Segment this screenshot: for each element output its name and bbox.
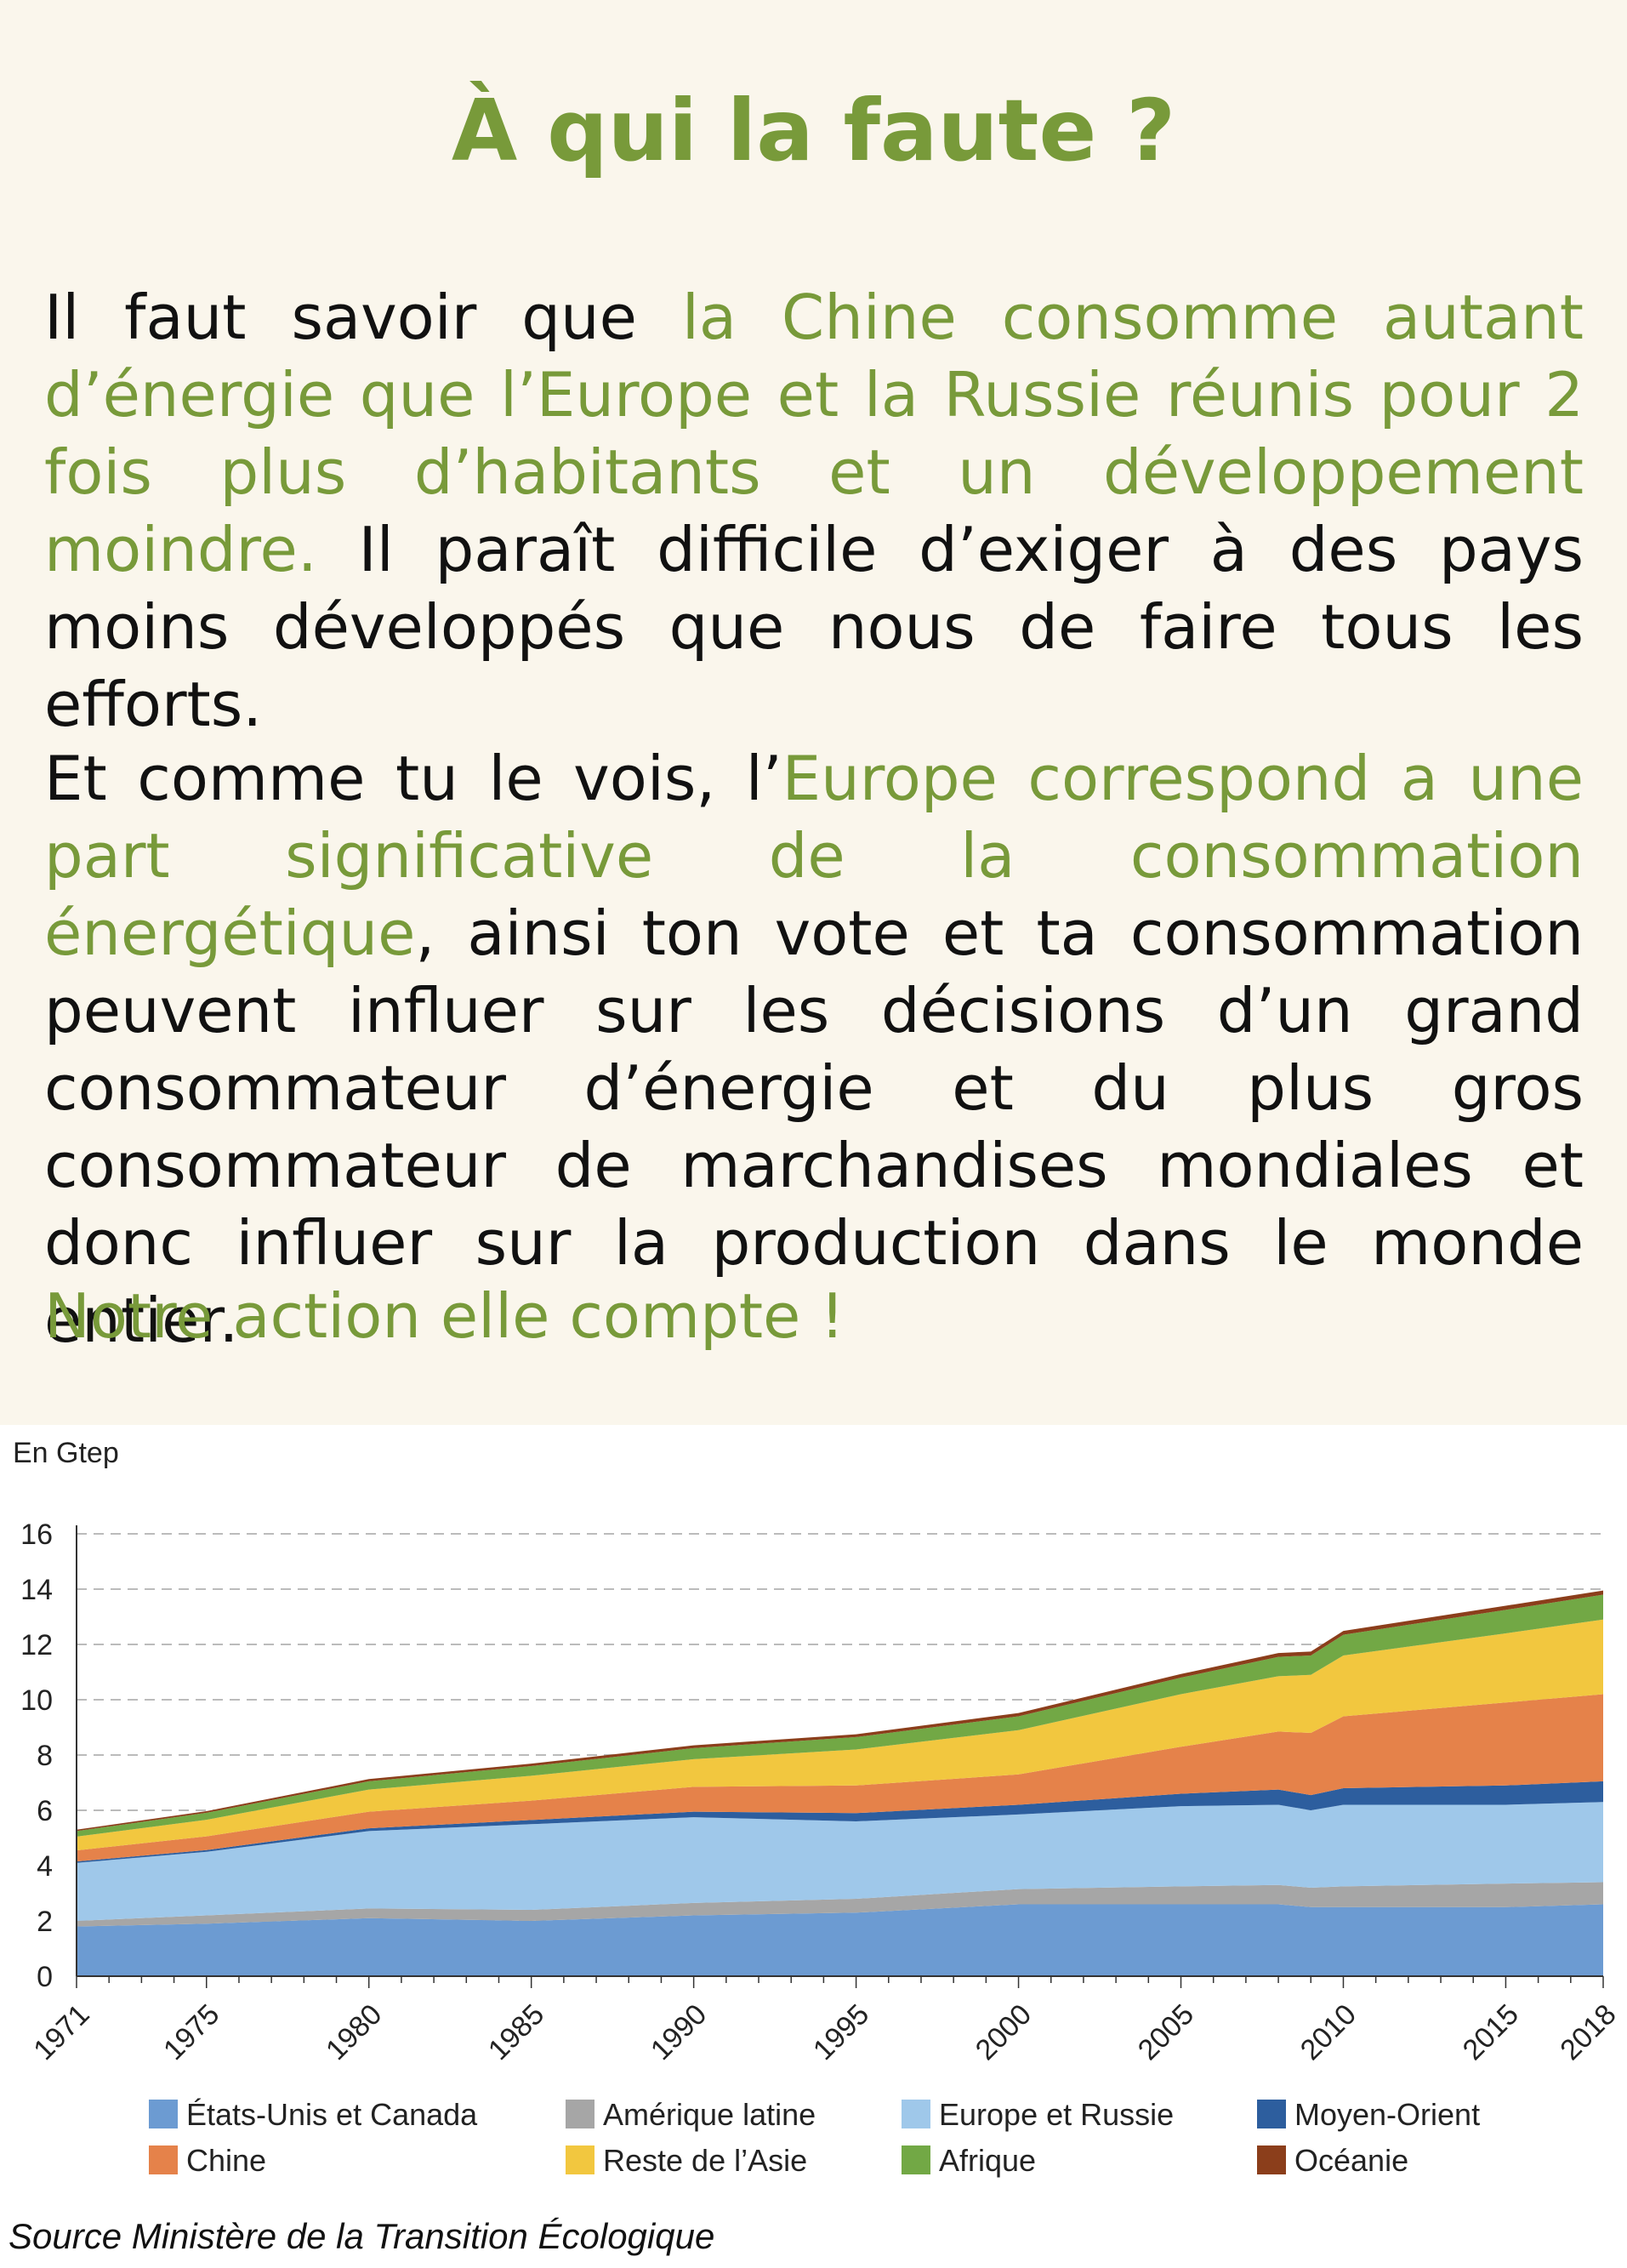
area-Europe et Russie — [77, 1802, 1603, 1921]
page-title: À qui la faute ? — [451, 81, 1176, 180]
legend-label: Afrique — [939, 2143, 1036, 2178]
legend-swatch — [566, 2100, 594, 2128]
x-tick-label: 1971 — [27, 1998, 95, 2066]
p2-text-end: , ainsi ton vote et ta consommation peuv… — [44, 898, 1584, 1356]
legend-label: Chine — [186, 2143, 266, 2178]
y-tick-label: 12 — [20, 1629, 53, 1661]
x-tick-label: 1975 — [157, 1998, 225, 2066]
y-tick-label: 4 — [37, 1850, 53, 1883]
y-tick-label: 10 — [20, 1684, 53, 1717]
p1-text-end: Il paraît difficile d’exiger à des pays … — [44, 514, 1584, 740]
paragraph-3: Notre action elle compte ! — [44, 1280, 845, 1352]
x-tick-label: 1995 — [807, 1998, 875, 2066]
x-tick-label: 2000 — [970, 1998, 1038, 2066]
legend-swatch — [149, 2145, 178, 2174]
y-tick-label: 8 — [37, 1740, 53, 1772]
p1-highlight: la Chine consomme autant d’énergie que l… — [44, 282, 1584, 585]
legend-swatch — [902, 2100, 930, 2128]
legend-swatch — [902, 2145, 930, 2174]
legend-swatch — [149, 2100, 178, 2128]
unit-label: En Gtep — [13, 1437, 119, 1469]
source-note: Source Ministère de la Transition Écolog… — [9, 2216, 715, 2256]
p1-text-start: Il faut savoir que — [44, 282, 682, 353]
area-Amérique latine — [77, 1882, 1603, 1927]
x-tick-label: 1990 — [645, 1998, 713, 2066]
area-Reste de l’Asie — [77, 1619, 1603, 1851]
paragraph-1: Il faut savoir que la Chine consomme aut… — [44, 279, 1584, 744]
p2-highlight: Europe correspond a une part significati… — [44, 743, 1584, 969]
x-tick-label: 1985 — [482, 1998, 550, 2066]
legend-label: Amérique latine — [603, 2097, 816, 2132]
area-Océanie — [77, 1590, 1603, 1832]
legend-label: Europe et Russie — [939, 2097, 1174, 2132]
x-tick-label: 2010 — [1294, 1998, 1362, 2066]
area-Afrique — [77, 1594, 1603, 1837]
x-tick-label: 1980 — [320, 1998, 388, 2066]
y-tick-label: 6 — [37, 1795, 53, 1827]
legend-swatch — [1257, 2100, 1286, 2128]
area-series — [77, 1590, 1603, 1976]
legend-swatch — [1257, 2145, 1286, 2174]
legend-label: Océanie — [1294, 2143, 1408, 2178]
area-Chine — [77, 1694, 1603, 1862]
x-tick-label: 2005 — [1132, 1998, 1200, 2066]
energy-area-chart: En Gtep 0 2 4 6 8 10 12 14 16 1971 1975 1980 1985 199… — [13, 1437, 1623, 2178]
x-tick-label: 2018 — [1554, 1998, 1622, 2066]
area-États-Unis et Canada — [77, 1904, 1603, 1976]
legend-swatch — [566, 2145, 594, 2174]
text-panel — [0, 0, 1627, 1425]
paragraph-2: Et comme tu le vois, l’Europe correspond… — [44, 740, 1584, 1359]
y-tick-label: 0 — [37, 1961, 53, 1993]
legend-label: Reste de l’Asie — [603, 2143, 807, 2178]
legend-label: États-Unis et Canada — [186, 2097, 478, 2132]
legend: États-Unis et Canada Amérique latine Europ… — [149, 2097, 1480, 2178]
p2-text-start: Et comme tu le vois, l’ — [44, 743, 782, 814]
area-Moyen-Orient — [77, 1781, 1603, 1863]
x-tick-label: 2015 — [1457, 1998, 1525, 2066]
y-tick-label: 2 — [37, 1906, 53, 1938]
legend-label: Moyen-Orient — [1294, 2097, 1480, 2132]
y-tick-label: 14 — [20, 1574, 53, 1606]
y-tick-label: 16 — [20, 1519, 53, 1551]
